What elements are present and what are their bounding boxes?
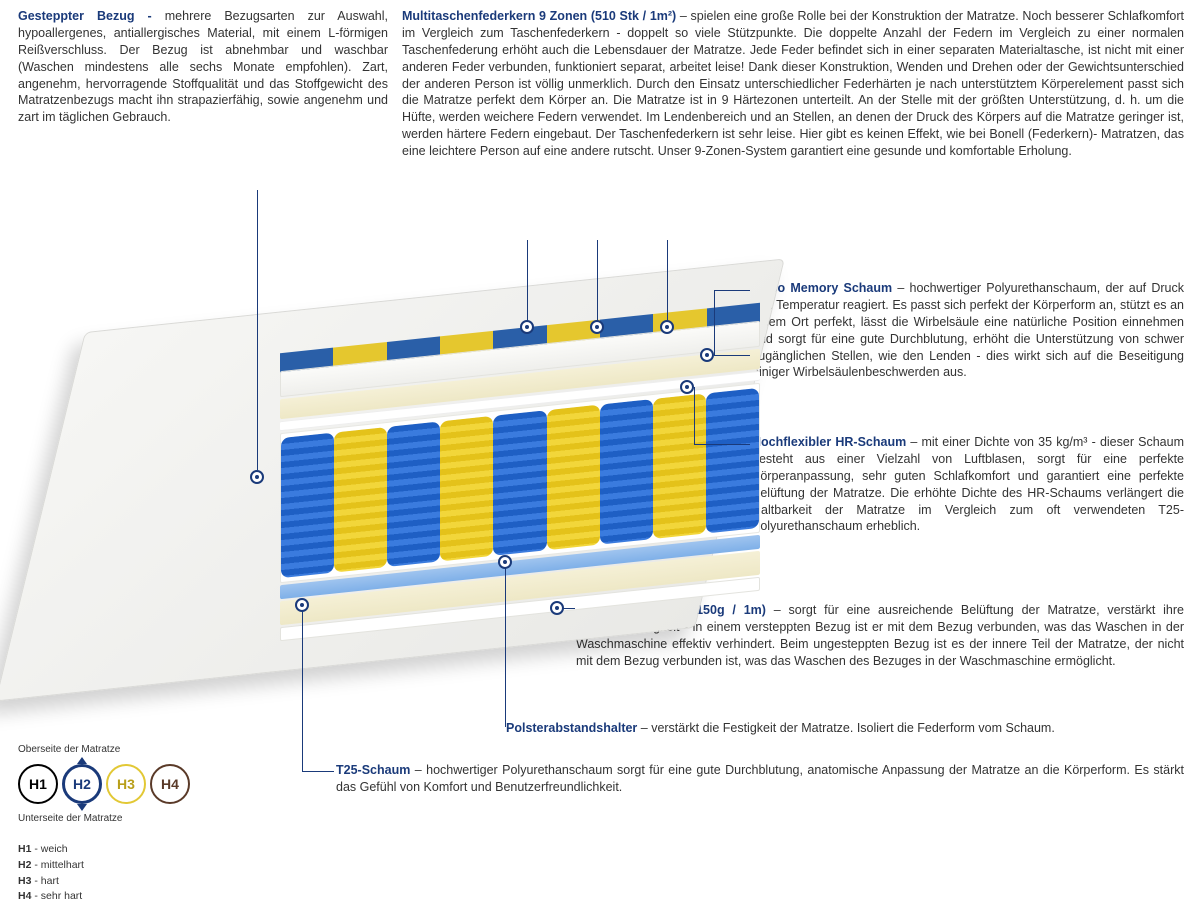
hardness-legend: Oberseite der Matratze H1 H2 H3 H4 Unter… (18, 744, 218, 905)
callout-marker (700, 348, 714, 362)
section-bezug: Gesteppter Bezug - mehrere Bezugsarten z… (18, 8, 388, 126)
section-t25: T25-Schaum – hochwertiger Polyurethansch… (336, 762, 1184, 796)
section-polster: Polsterabstandshalter – verstärkt die Fe… (506, 720, 1184, 737)
bezug-body: mehrere Bezugsarten zur Auswahl, hypoall… (18, 9, 388, 124)
hr-title: Hochflexibler HR-Schaum (752, 435, 910, 449)
leader-line (694, 444, 750, 445)
legend-h1: H1 - weich (18, 842, 218, 858)
leader-line (302, 771, 334, 772)
callout-marker (590, 320, 604, 334)
leader-line (527, 240, 528, 326)
hr-body: – mit einer Dichte von 35 kg/m³ - dieser… (752, 435, 1184, 533)
callout-marker (680, 380, 694, 394)
leader-line (257, 190, 258, 470)
leader-line (714, 290, 750, 291)
callout-marker (520, 320, 534, 334)
hardness-h3: H3 (106, 764, 146, 804)
hardness-top-label: Oberseite der Matratze (18, 744, 218, 755)
leader-line (694, 387, 695, 445)
callout-marker (660, 320, 674, 334)
leader-line (505, 562, 506, 727)
hardness-key: H1 - weich H2 - mittelhart H3 - hart H4 … (18, 842, 218, 905)
callout-marker (498, 555, 512, 569)
section-federkern: Multitaschenfederkern 9 Zonen (510 Stk /… (402, 8, 1184, 160)
leader-line (563, 608, 575, 609)
hardness-h4: H4 (150, 764, 190, 804)
hardness-h1: H1 (18, 764, 58, 804)
hardness-bottom-label: Unterseite der Matratze (18, 813, 218, 824)
callout-marker (250, 470, 264, 484)
t25-title: T25-Schaum (336, 763, 415, 777)
callout-marker (295, 598, 309, 612)
leader-line (302, 606, 303, 772)
mattress-diagram (40, 300, 740, 680)
callout-marker (550, 601, 564, 615)
mattress-cutaway (280, 321, 760, 641)
leader-line (597, 240, 598, 326)
bezug-title: Gesteppter Bezug - (18, 9, 165, 23)
section-hr: Hochflexibler HR-Schaum – mit einer Dich… (752, 434, 1184, 535)
arrow-down-icon (77, 804, 87, 811)
leader-line (667, 240, 668, 326)
polster-body: – verstärkt die Festigkeit der Matratze.… (641, 721, 1055, 735)
leader-line (714, 355, 750, 356)
legend-h4: H4 - sehr hart (18, 889, 218, 905)
leader-line (714, 290, 715, 356)
visco-body: – hochwertiger Polyurethanschaum, der au… (752, 281, 1184, 379)
t25-body: – hochwertiger Polyurethanschaum sorgt f… (336, 763, 1184, 794)
section-visco: Visco Memory Schaum – hochwertiger Polyu… (752, 280, 1184, 381)
federkern-title: Multitaschenfederkern 9 Zonen (510 Stk /… (402, 9, 680, 23)
legend-h2: H2 - mittelhart (18, 858, 218, 874)
polster-title: Polsterabstandshalter (506, 721, 641, 735)
hardness-h2: H2 (62, 764, 102, 804)
federkern-body: – spielen eine große Rolle bei der Konst… (402, 9, 1184, 158)
legend-h3: H3 - hart (18, 874, 218, 890)
hardness-circles: H1 H2 H3 H4 (18, 757, 218, 811)
arrow-up-icon (77, 757, 87, 764)
